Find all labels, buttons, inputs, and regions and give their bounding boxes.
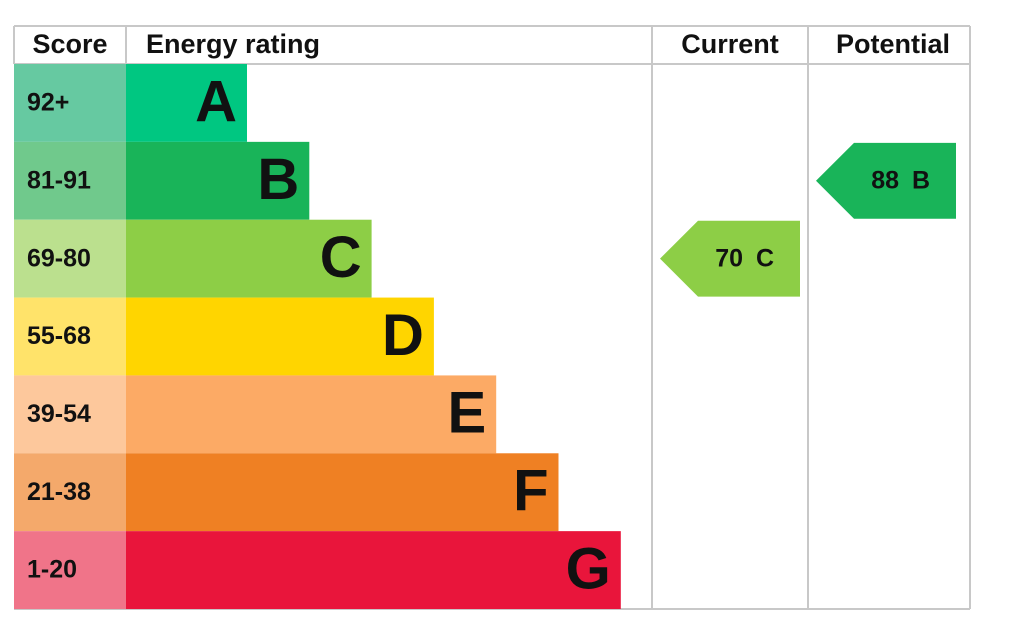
potential-letter: B (912, 166, 930, 194)
score-range: 1-20 (27, 556, 77, 584)
rating-letter: F (513, 459, 548, 524)
rating-letter: C (320, 225, 362, 290)
rating-bar (126, 531, 621, 609)
rating-bar (126, 375, 497, 454)
rating-bar (126, 219, 372, 298)
rating-bar (126, 64, 247, 142)
score-cell (14, 453, 126, 532)
score-range: 81-91 (27, 166, 91, 194)
rating-letter: D (382, 303, 424, 368)
score-cell (14, 375, 126, 454)
rating-bar (126, 297, 434, 376)
header-potential: Potential (836, 29, 950, 59)
score-cell (14, 219, 126, 298)
score-cell (14, 64, 126, 142)
rating-bar (126, 453, 559, 532)
current-arrow (660, 220, 800, 297)
score-range: 39-54 (27, 400, 91, 428)
score-range: 92+ (27, 89, 69, 117)
rating-bar (126, 141, 310, 220)
potential-value: 88 (871, 166, 899, 194)
score-cell (14, 141, 126, 220)
rating-letter: G (566, 536, 611, 601)
score-cell (14, 531, 126, 609)
current-value: 70 (715, 244, 743, 272)
rating-letter: A (195, 69, 237, 134)
current-letter: C (756, 244, 774, 272)
score-cell (14, 297, 126, 376)
score-range: 55-68 (27, 322, 91, 350)
rating-letter: B (257, 147, 299, 212)
score-range: 69-80 (27, 244, 91, 272)
rating-letter: E (448, 381, 487, 446)
header-current: Current (681, 29, 779, 59)
score-range: 21-38 (27, 478, 91, 506)
header-score: Score (32, 29, 107, 59)
header-energy-rating: Energy rating (146, 29, 320, 59)
potential-arrow (816, 142, 956, 219)
